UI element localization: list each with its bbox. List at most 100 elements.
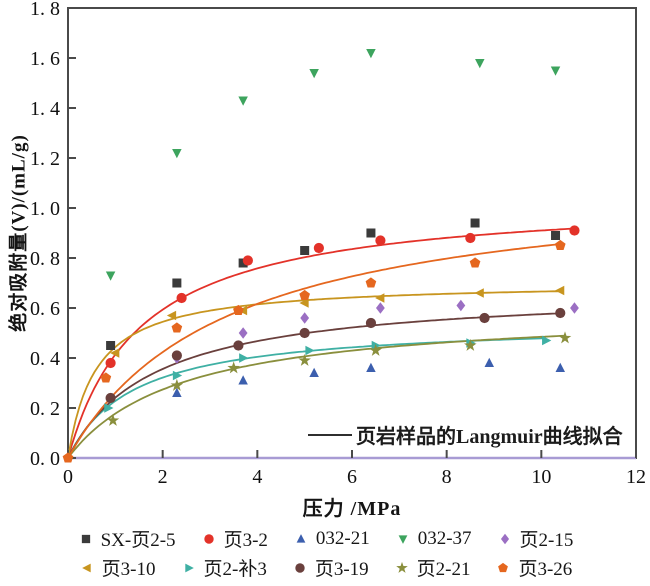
legend-item-SX-页2-5: SX-页2-5 [77,525,176,552]
triangle-down-icon [550,66,561,76]
star-icon [464,338,477,351]
square-icon [238,258,248,268]
fit-annotation-text: 页岩样品的Langmuir曲线拟合 [356,426,623,448]
series-页3-26 [62,239,566,463]
triangle-right-icon [542,335,552,346]
triangle-right-icon [371,340,381,351]
fit-line-页3-2 [67,227,576,459]
circle-icon [105,357,116,369]
pentagon-icon [365,277,377,288]
legend-item-页3-26: 页3-26 [494,554,572,581]
series-页3-2 [105,225,580,369]
circle-icon [569,225,580,236]
series-032-21 [172,357,566,397]
circle-icon [555,307,566,319]
legend-marker [500,533,509,544]
legend-item-页3-19: 页3-19 [291,554,369,581]
star-icon [106,413,120,426]
circle-icon [299,327,310,339]
triangle-right-icon [104,403,114,413]
x-tick-label: 6 [347,466,357,488]
triangle-down-icon [172,149,182,159]
triangle-left-icon [110,348,120,358]
legend-marker [81,563,91,572]
square-icon [81,534,90,543]
triangle-right-icon [239,353,249,363]
triangle-down-icon [475,59,485,69]
circle-icon [242,255,253,266]
triangle-up-icon [172,387,182,397]
triangle-left-icon [299,298,309,308]
circle-icon [233,340,244,351]
series-页2-21 [106,331,572,426]
diamond-icon [570,302,579,314]
legend-marker [398,534,408,544]
diamond-icon [238,327,248,339]
star-icon [170,378,184,391]
axis-ticks: 0. 0 0. 2 0. 4 0. 6 0. 8 1. 0 1. 2 1. 4 1. 6 1. 8… [30,0,646,488]
star-icon [369,343,382,356]
legend-item-页2-15: 页2-15 [496,525,574,552]
legend-item-页3-2: 页3-2 [200,525,268,552]
series-SX-页2-5 [106,218,561,350]
x-tick-label: 0 [63,466,73,488]
series-页3-19 [105,307,566,404]
square-icon [172,278,182,288]
triangle-up-icon [366,362,376,372]
langmuir-fit-annotation: 页岩样品的Langmuir曲线拟合 [308,420,623,449]
legend-label: SX-页2-5 [100,530,176,551]
square-icon [106,341,116,350]
legend-label: 页2-15 [519,530,574,551]
triangle-up-icon [555,362,566,372]
circle-icon [313,242,324,254]
legend-label: 页3-2 [223,530,268,551]
legend-label: 032-37 [417,527,472,549]
x-axis-label: 压力 /MPa [302,498,402,520]
legend-marker [395,561,408,573]
series-032-37 [105,49,561,281]
diamond-icon [376,302,385,314]
pentagon-icon [469,257,481,268]
pentagon-icon [498,562,509,572]
legend-item-页2-补3: 页2-补3 [180,554,267,581]
triangle-up-icon [296,533,306,543]
x-tick-label: 4 [252,466,262,488]
pentagon-icon [554,239,566,251]
square-icon [366,228,376,238]
legend-item-032-21: 032-21 [292,528,370,550]
circle-icon [465,232,476,244]
triangle-left-icon [555,285,565,296]
legend-item-页3-10: 页3-10 [78,554,156,581]
legend-marker [296,533,306,543]
circle-icon [171,350,182,361]
y-tick-label: 1. 6 [30,48,60,70]
triangle-down-icon [105,271,116,281]
square-icon [300,246,310,255]
legend-marker [498,562,509,572]
legend-marker [184,563,194,572]
y-axis-label: 绝对吸附量(V)/(mL/g) [8,134,30,332]
triangle-down-icon [309,69,319,79]
y-tick-label: 0. 6 [30,298,60,320]
y-tick-label: 0. 8 [30,248,60,270]
circle-icon [295,562,305,573]
triangle-up-icon [309,367,319,377]
fit-line-sample-icon [308,433,352,436]
legend-item-页2-21: 页2-21 [393,554,470,581]
triangle-left-icon [474,288,484,298]
triangle-right-icon [172,370,183,381]
pentagon-icon [171,322,183,333]
diamond-icon [500,533,509,544]
plot-canvas: 0. 0 0. 2 0. 4 0. 6 0. 8 1. 0 1. 2 1. 4 1. 6 1. 8… [30,0,646,488]
legend-marker [81,534,90,543]
circle-icon [105,392,116,404]
legend-item-032-37: 032-37 [394,528,472,550]
pentagon-icon [100,372,112,383]
legend-marker [295,562,305,573]
plot-frame [67,7,637,459]
triangle-left-icon [375,293,385,303]
legend-row: 页3-10 页2-补3 页3-19 页2-21 页3-26 [78,554,572,581]
triangle-left-icon [81,563,91,572]
triangle-down-icon [398,534,408,544]
